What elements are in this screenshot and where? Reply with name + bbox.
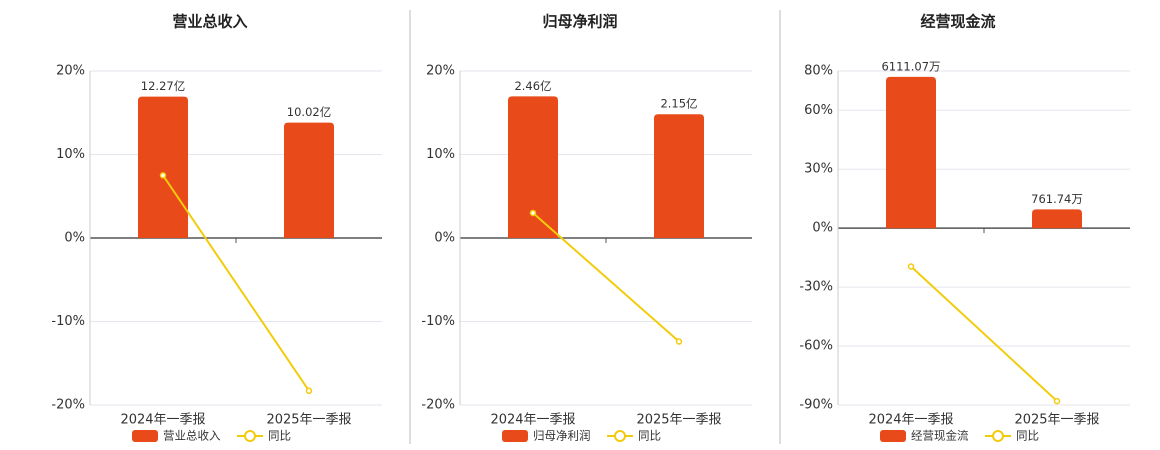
y-tick-label: -10% — [421, 314, 455, 329]
bar — [284, 122, 334, 238]
y-tick-label: -90% — [799, 398, 833, 413]
y-tick-label: 10% — [56, 147, 85, 162]
legend-swatch — [244, 430, 256, 442]
line-point — [159, 172, 167, 179]
x-tick-label: 2024年一季报 — [868, 413, 953, 428]
legend-label: 归母净利润 — [533, 429, 591, 443]
line-point — [529, 209, 537, 217]
data-label: 2.15亿 — [660, 97, 697, 111]
x-tick-label: 2025年一季报 — [266, 413, 351, 428]
y-tick-label: 10% — [426, 147, 455, 162]
y-tick-label: -10% — [51, 314, 85, 329]
x-tick-label: 2025年一季报 — [636, 413, 721, 428]
legend-label: 经营现金流 — [911, 429, 969, 443]
chart-title: 归母净利润 — [542, 13, 617, 31]
y-tick-label: 80% — [804, 64, 833, 79]
x-tick-label: 2024年一季报 — [490, 413, 575, 428]
data-label: 761.74万 — [1031, 192, 1083, 206]
line-point — [305, 387, 313, 395]
data-label: 12.27亿 — [141, 79, 185, 93]
legend-label: 同比 — [268, 429, 291, 443]
y-tick-label: -60% — [799, 339, 833, 354]
legend-swatch — [614, 430, 626, 442]
x-tick-label: 2024年一季报 — [120, 413, 205, 428]
line — [162, 174, 310, 392]
line-point — [1053, 397, 1061, 405]
legend-label: 同比 — [1016, 429, 1039, 443]
legend-swatch — [992, 430, 1004, 442]
bar — [1032, 209, 1082, 229]
y-tick-label: -30% — [799, 280, 833, 295]
line — [532, 212, 680, 343]
y-tick-label: 20% — [56, 64, 85, 79]
y-tick-label: -20% — [51, 398, 85, 413]
y-tick-label: 60% — [804, 103, 833, 118]
chart-title: 营业总收入 — [172, 13, 247, 31]
legend-swatch — [880, 430, 906, 442]
y-tick-label: 0% — [434, 231, 455, 246]
line-point — [675, 338, 683, 345]
bar — [138, 96, 188, 239]
line-point — [907, 263, 915, 270]
data-label: 6111.07万 — [881, 59, 940, 73]
legend-swatch — [502, 430, 528, 442]
bar — [508, 96, 558, 239]
chart-title: 经营现金流 — [920, 13, 995, 31]
y-tick-label: 0% — [64, 231, 85, 246]
bar — [886, 76, 936, 229]
legend-label: 同比 — [638, 429, 661, 443]
data-label: 2.46亿 — [514, 79, 551, 93]
line — [910, 265, 1058, 402]
y-tick-label: -20% — [421, 398, 455, 413]
legend-label: 营业总收入 — [163, 429, 221, 443]
data-label: 10.02亿 — [287, 105, 331, 119]
y-tick-label: 0% — [812, 221, 833, 236]
y-tick-label: 20% — [426, 64, 455, 79]
bar — [654, 114, 704, 238]
legend-swatch — [132, 430, 158, 442]
x-tick-label: 2025年一季报 — [1014, 413, 1099, 428]
y-tick-label: 30% — [804, 162, 833, 177]
